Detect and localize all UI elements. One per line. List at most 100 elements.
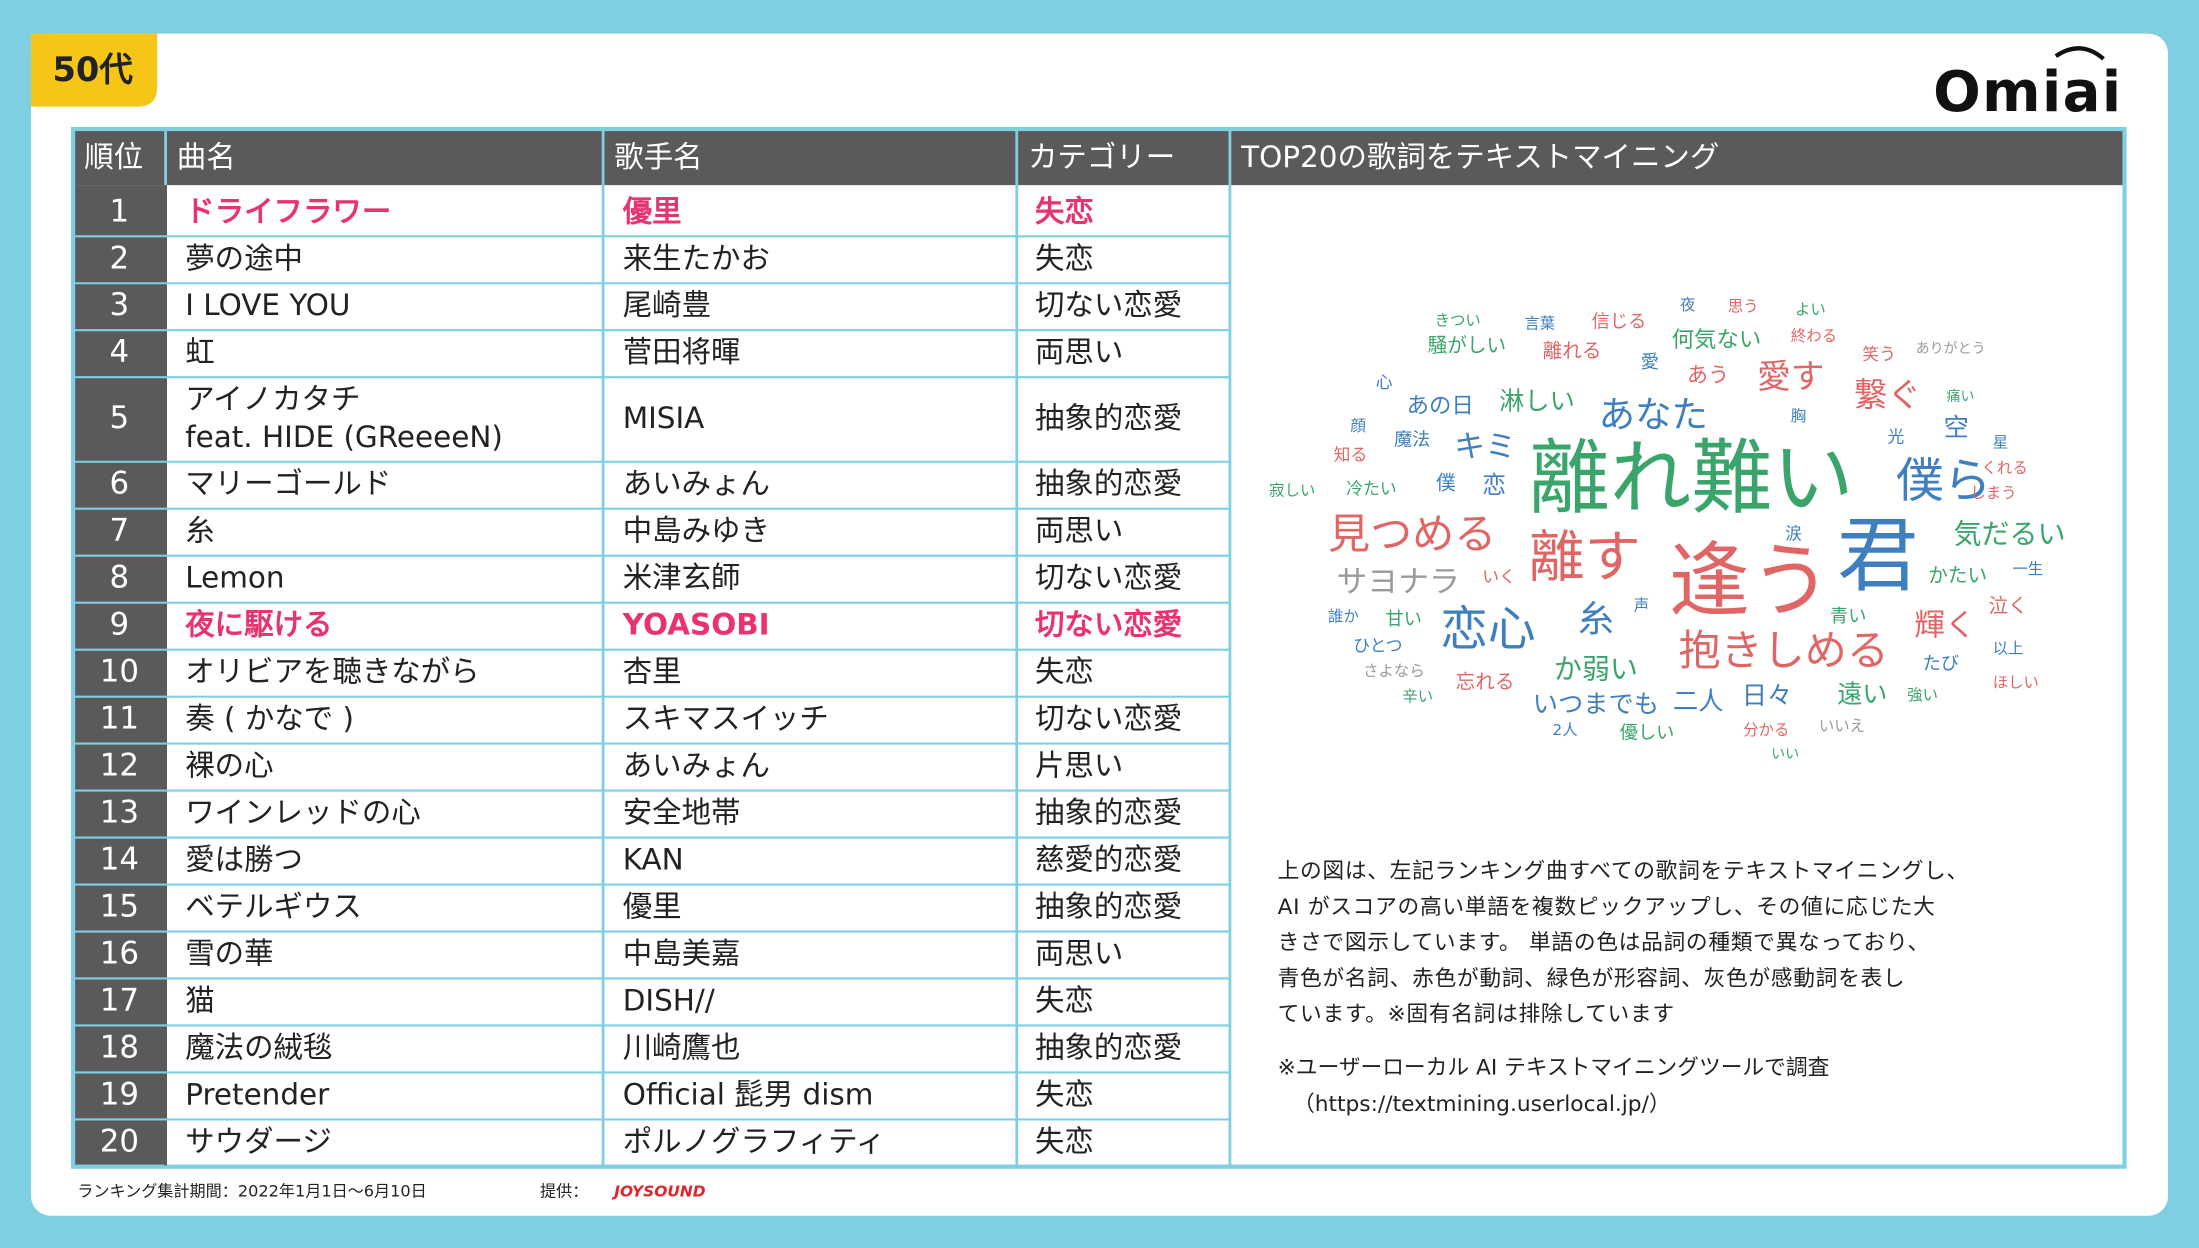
rank-cell: 5 xyxy=(110,400,130,436)
cloud-word: 何気ない xyxy=(1672,327,1762,353)
artist-cell: 優里 xyxy=(622,194,682,228)
footer-provider: JOYSOUND xyxy=(611,1182,705,1200)
rank-cell: 19 xyxy=(100,1076,139,1112)
description-line: 青色が名詞、赤色が動詞、緑色が形容詞、灰色が感動詞を表し xyxy=(1278,966,1906,991)
cloud-word: 胸 xyxy=(1791,407,1806,425)
category-cell: 抽象的恋愛 xyxy=(1035,1030,1182,1064)
song-cell: ドライフラワー xyxy=(185,194,391,228)
cloud-word: 君 xyxy=(1837,509,1918,603)
category-cell: 両思い xyxy=(1035,514,1123,548)
note-line: ※ユーザーローカル AI テキストマイニングツールで調査 xyxy=(1278,1056,1830,1081)
cloud-word: 冷たい xyxy=(1346,478,1396,498)
artist-cell: 優里 xyxy=(623,890,682,924)
cloud-word: 忘れる xyxy=(1456,670,1515,693)
cloud-word: いく xyxy=(1482,567,1516,587)
cloud-word: 誰か xyxy=(1328,607,1359,625)
song-cell: サウダージ xyxy=(185,1124,332,1158)
cloud-word: 星 xyxy=(1993,434,2008,452)
artist-cell: スキマスイッチ xyxy=(623,702,829,736)
song-cell: 猫 xyxy=(185,983,214,1017)
header-cell: TOP20の歌詞をテキストマイニング xyxy=(1240,140,1719,174)
cloud-word: 強い xyxy=(1907,686,1938,704)
song-cell: 裸の心 xyxy=(185,749,273,783)
category-cell: 片思い xyxy=(1035,749,1123,783)
artist-cell: KAN xyxy=(623,843,684,877)
song-cell: Pretender xyxy=(185,1077,330,1111)
cloud-word: 涙 xyxy=(1785,523,1802,543)
cloud-word: いいえ xyxy=(1819,717,1865,735)
category-cell: 切ない恋愛 xyxy=(1035,608,1183,642)
cloud-word: 僕 xyxy=(1436,471,1456,494)
rank-cell: 6 xyxy=(110,466,130,502)
artist-cell: 安全地帯 xyxy=(623,796,741,830)
category-cell: 失恋 xyxy=(1035,241,1094,275)
cloud-word: 泣く xyxy=(1989,595,2028,618)
cloud-word: かたい xyxy=(1928,564,1987,587)
cloud-word: たび xyxy=(1923,654,1959,675)
artist-cell: 杏里 xyxy=(623,655,682,689)
cloud-word: 顔 xyxy=(1351,417,1367,435)
cloud-word: 淋しい xyxy=(1499,386,1575,415)
cloud-word: よい xyxy=(1795,300,1826,318)
cloud-word: 魔法 xyxy=(1394,429,1430,450)
category-cell: 切ない恋愛 xyxy=(1035,561,1182,595)
artist-cell: 米津玄師 xyxy=(623,561,741,595)
footer-provider-label: 提供： xyxy=(540,1181,588,1200)
cloud-word: 終わる xyxy=(1791,327,1837,345)
header-cell: 順位 xyxy=(84,140,143,174)
cloud-word: 痛い xyxy=(1946,388,1974,405)
song-cell: ワインレッドの心 xyxy=(185,796,421,830)
logo: Omiai xyxy=(1933,60,2122,125)
cloud-word: 笑う xyxy=(1862,344,1896,364)
rank-cell: 1 xyxy=(110,193,130,229)
category-cell: 失恋 xyxy=(1035,983,1094,1017)
artist-cell: ポルノグラフィティ xyxy=(623,1124,886,1158)
cloud-word: 愛す xyxy=(1757,357,1824,396)
artist-cell: 来生たかお xyxy=(623,241,770,275)
cloud-word: 逢う xyxy=(1669,535,1832,629)
cloud-word: 遠い xyxy=(1837,680,1887,709)
cloud-word: あの日 xyxy=(1407,393,1474,419)
cloud-word: サヨナラ xyxy=(1336,564,1459,600)
cloud-word: 抱きしめる xyxy=(1679,626,1889,675)
artist-cell: 尾崎豊 xyxy=(623,288,711,322)
rank-cell: 17 xyxy=(100,982,139,1018)
description-line: 上の図は、左記ランキング曲すべての歌詞をテキストマイニングし、 xyxy=(1278,859,1969,884)
rank-cell: 14 xyxy=(100,842,139,878)
rank-cell: 2 xyxy=(110,240,130,276)
cloud-word: いい xyxy=(1771,746,1799,762)
cloud-word: あう xyxy=(1687,362,1729,387)
cloud-word: 繋ぐ xyxy=(1854,375,1921,414)
category-cell: 慈愛的恋愛 xyxy=(1035,843,1182,877)
cloud-word: 2人 xyxy=(1552,721,1577,739)
category-cell: 失恋 xyxy=(1035,1124,1094,1158)
rank-cell: 7 xyxy=(110,513,130,549)
badge-bg xyxy=(30,33,158,107)
cloud-word: 恋心 xyxy=(1440,602,1535,657)
artist-cell: 中島みゆき xyxy=(623,514,770,548)
cloud-word: 言葉 xyxy=(1524,314,1555,332)
description-line: AI がスコアの高い単語を複数ピックアップし、その値に応じた大 xyxy=(1278,895,1936,920)
note-line: （https://textmining.userlocal.jp/） xyxy=(1293,1092,1671,1117)
category-cell: 失恋 xyxy=(1035,1077,1094,1111)
cloud-word: 甘い xyxy=(1386,609,1422,630)
category-cell: 切ない恋愛 xyxy=(1035,288,1182,322)
song-cell: 夢の途中 xyxy=(185,241,303,275)
cloud-word: さよなら xyxy=(1363,662,1425,680)
artist-cell: 川崎鷹也 xyxy=(623,1030,741,1064)
cloud-word: 寂しい xyxy=(1269,481,1315,499)
song-cell: オリビアを聴きながら xyxy=(185,655,479,689)
cloud-word: 信じる xyxy=(1592,312,1647,333)
category-cell: 失恋 xyxy=(1035,194,1094,228)
song-cell: 雪の華 xyxy=(185,937,273,971)
rank-cell: 15 xyxy=(100,889,139,925)
cloud-word: ひとつ xyxy=(1353,635,1402,655)
cloud-word: 優しい xyxy=(1620,722,1675,743)
logo-arc xyxy=(2054,46,2105,61)
footer-period: ランキング集計期間：2022年1月1日～6月10日 xyxy=(77,1181,427,1200)
song-cell: 糸 xyxy=(185,514,214,548)
description-line: きさで図示しています。 単語の色は品詞の種類で異なっており、 xyxy=(1278,931,1930,956)
artist-cell: あいみょん xyxy=(623,749,770,783)
cloud-word: 声 xyxy=(1634,596,1649,614)
